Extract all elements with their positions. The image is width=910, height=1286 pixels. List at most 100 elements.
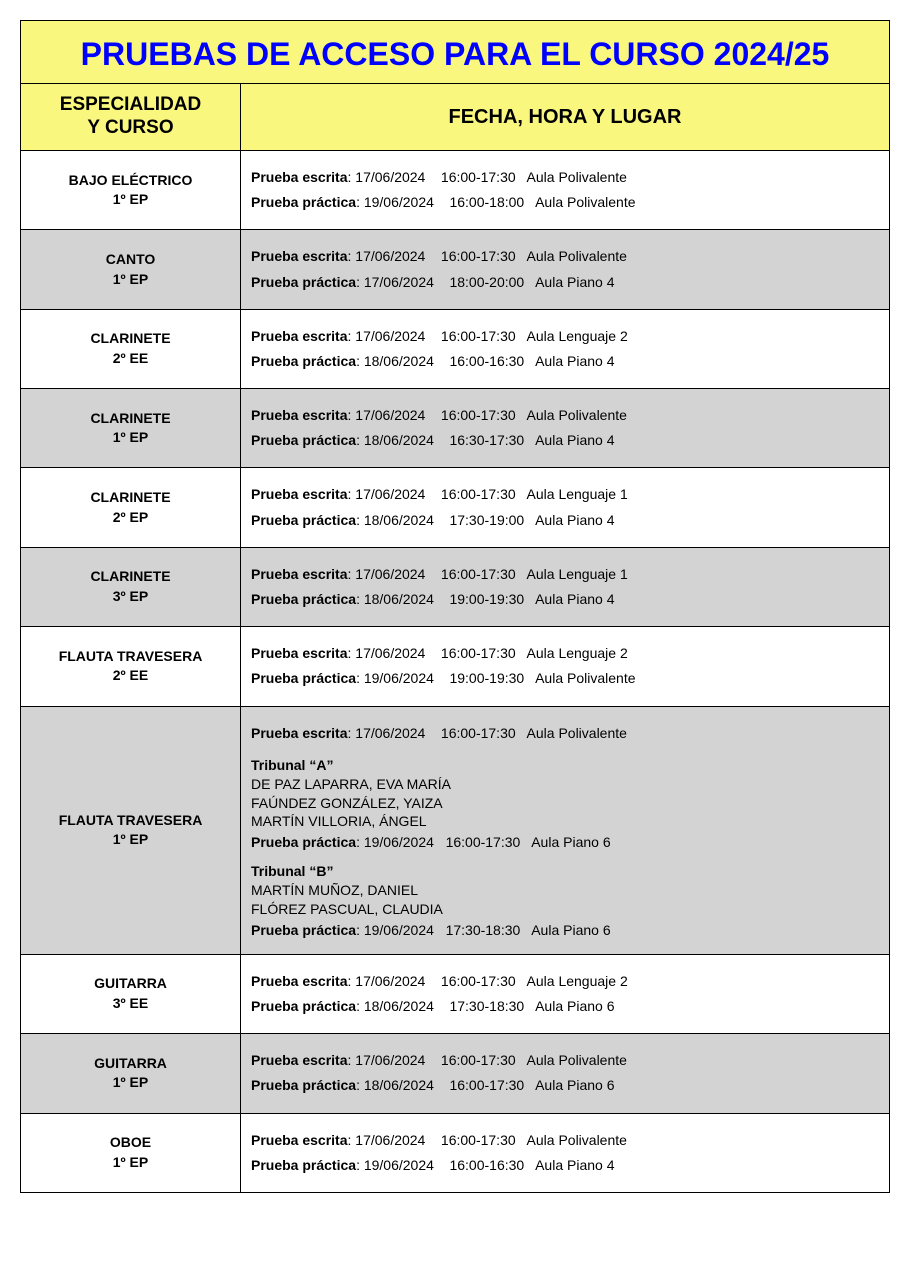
exam-label: Prueba práctica: [251, 591, 356, 607]
exam-line: Prueba práctica: 19/06/2024 19:00-19:30 …: [251, 666, 879, 691]
exam-line: Prueba escrita: 17/06/2024 16:00-17:30 A…: [251, 165, 879, 190]
detail-cell: Prueba escrita: 17/06/2024 16:00-17:30 A…: [241, 389, 890, 468]
table-row: CLARINETE 1º EP Prueba escrita: 17/06/2024…: [21, 389, 890, 468]
exam-label: Prueba práctica: [251, 353, 356, 369]
tribunal-member: FAÚNDEZ GONZÁLEZ, YAIZA: [251, 794, 879, 813]
specialty-course: 1º EP: [113, 1074, 148, 1090]
specialty-cell: GUITARRA 1º EP: [21, 1034, 241, 1113]
specialty-cell: CLARINETE 2º EP: [21, 468, 241, 547]
tribunal-member: FLÓREZ PASCUAL, CLAUDIA: [251, 900, 879, 919]
exam-line: Prueba escrita: 17/06/2024 16:00-17:30 A…: [251, 482, 879, 507]
specialty-course: 2º EP: [113, 509, 148, 525]
detail-cell: Prueba escrita: 17/06/2024 16:00-17:30 A…: [241, 1034, 890, 1113]
specialty-course: 1º EP: [113, 191, 148, 207]
specialty-course: 1º EP: [113, 271, 148, 287]
specialty-name: FLAUTA TRAVESERA: [59, 812, 203, 828]
exam-label: Prueba práctica: [251, 670, 356, 686]
exam-line: Prueba escrita: 17/06/2024 16:00-17:30 A…: [251, 1048, 879, 1073]
exam-line: Prueba práctica: 18/06/2024 16:30-17:30 …: [251, 428, 879, 453]
tribunal-member: DE PAZ LAPARRA, EVA MARÍA: [251, 775, 879, 794]
table-row: GUITARRA 1º EP Prueba escrita: 17/06/2024 …: [21, 1034, 890, 1113]
exam-line: Prueba práctica: 19/06/2024 17:30-18:30 …: [251, 921, 879, 940]
exam-label: Prueba escrita: [251, 1052, 348, 1068]
exam-line: Prueba práctica: 18/06/2024 16:00-17:30 …: [251, 1073, 879, 1098]
detail-cell: Prueba escrita: 17/06/2024 16:00-17:30 A…: [241, 468, 890, 547]
exam-label: Prueba práctica: [251, 512, 356, 528]
tribunal-block: Tribunal “B” MARTÍN MUÑOZ, DANIELFLÓREZ P…: [251, 862, 879, 940]
exam-line: Prueba práctica: 19/06/2024 16:00-16:30 …: [251, 1153, 879, 1178]
specialty-name: CLARINETE: [90, 489, 170, 505]
tribunal-member: MARTÍN VILLORIA, ÁNGEL: [251, 812, 879, 831]
tribunal-member: MARTÍN MUÑOZ, DANIEL: [251, 881, 879, 900]
table-row: GUITARRA 3º EE Prueba escrita: 17/06/2024 …: [21, 954, 890, 1033]
specialty-name: CLARINETE: [90, 568, 170, 584]
exam-line: Prueba práctica: 18/06/2024 17:30-19:00 …: [251, 508, 879, 533]
exam-label: Prueba práctica: [251, 1157, 356, 1173]
table-row: CANTO 1º EP Prueba escrita: 17/06/2024 16:…: [21, 230, 890, 309]
specialty-name: CLARINETE: [90, 410, 170, 426]
detail-cell: Prueba escrita: 17/06/2024 16:00-17:30 A…: [241, 627, 890, 706]
exam-line: Prueba escrita: 17/06/2024 16:00-17:30 A…: [251, 562, 879, 587]
exam-label: Prueba escrita: [251, 973, 348, 989]
exam-line: Prueba escrita: 17/06/2024 16:00-17:30 A…: [251, 721, 879, 746]
header-details: FECHA, HORA Y LUGAR: [241, 84, 890, 151]
exam-label: Prueba práctica: [251, 922, 356, 938]
table-row: FLAUTA TRAVESERA 2º EE Prueba escrita: 17/…: [21, 627, 890, 706]
header-specialty: ESPECIALIDADY CURSO: [21, 84, 241, 151]
specialty-name: CLARINETE: [90, 330, 170, 346]
specialty-cell: CLARINETE 1º EP: [21, 389, 241, 468]
exam-line: Prueba práctica: 18/06/2024 19:00-19:30 …: [251, 587, 879, 612]
exam-label: Prueba práctica: [251, 432, 356, 448]
exam-label: Prueba práctica: [251, 194, 356, 210]
exam-line: Prueba escrita: 17/06/2024 16:00-17:30 A…: [251, 244, 879, 269]
detail-cell: Prueba escrita: 17/06/2024 16:00-17:30 A…: [241, 150, 890, 229]
specialty-name: BAJO ELÉCTRICO: [69, 172, 193, 188]
table-row: BAJO ELÉCTRICO 1º EP Prueba escrita: 17/06…: [21, 150, 890, 229]
exam-line: Prueba escrita: 17/06/2024 16:00-17:30 A…: [251, 1128, 879, 1153]
exam-line: Prueba práctica: 18/06/2024 17:30-18:30 …: [251, 994, 879, 1019]
specialty-course: 1º EP: [113, 831, 148, 847]
exam-label: Prueba escrita: [251, 407, 348, 423]
specialty-course: 3º EP: [113, 588, 148, 604]
specialty-name: CANTO: [106, 251, 156, 267]
exam-line: Prueba práctica: 17/06/2024 18:00-20:00 …: [251, 270, 879, 295]
exam-line: Prueba práctica: 19/06/2024 16:00-17:30 …: [251, 833, 879, 852]
exam-label: Prueba práctica: [251, 1077, 356, 1093]
specialty-course: 2º EE: [113, 667, 148, 683]
detail-cell: Prueba escrita: 17/06/2024 16:00-17:30 A…: [241, 309, 890, 388]
specialty-name: GUITARRA: [94, 1055, 167, 1071]
exam-label: Prueba escrita: [251, 1132, 348, 1148]
specialty-course: 3º EE: [113, 995, 148, 1011]
schedule-table: PRUEBAS DE ACCESO PARA EL CURSO 2024/25 …: [20, 20, 890, 1193]
exam-label: Prueba escrita: [251, 248, 348, 264]
exam-label: Prueba escrita: [251, 169, 348, 185]
specialty-name: OBOE: [110, 1134, 151, 1150]
tribunal-block: Tribunal “A” DE PAZ LAPARRA, EVA MARÍAFAÚ…: [251, 756, 879, 852]
specialty-name: FLAUTA TRAVESERA: [59, 648, 203, 664]
table-row: CLARINETE 2º EP Prueba escrita: 17/06/2024…: [21, 468, 890, 547]
detail-cell: Prueba escrita: 17/06/2024 16:00-17:30 A…: [241, 230, 890, 309]
page-title: PRUEBAS DE ACCESO PARA EL CURSO 2024/25: [21, 21, 890, 84]
specialty-cell: GUITARRA 3º EE: [21, 954, 241, 1033]
exam-line: Prueba escrita: 17/06/2024 16:00-17:30 A…: [251, 969, 879, 994]
specialty-cell: BAJO ELÉCTRICO 1º EP: [21, 150, 241, 229]
exam-label: Prueba escrita: [251, 566, 348, 582]
exam-label: Prueba práctica: [251, 998, 356, 1014]
tribunal-title: Tribunal “A”: [251, 757, 333, 773]
specialty-cell: CLARINETE 2º EE: [21, 309, 241, 388]
specialty-course: 1º EP: [113, 429, 148, 445]
tribunal-title: Tribunal “B”: [251, 863, 333, 879]
detail-cell: Prueba escrita: 17/06/2024 16:00-17:30 A…: [241, 1113, 890, 1192]
exam-label: Prueba práctica: [251, 834, 356, 850]
specialty-cell: OBOE 1º EP: [21, 1113, 241, 1192]
specialty-course: 1º EP: [113, 1154, 148, 1170]
exam-label: Prueba escrita: [251, 328, 348, 344]
exam-line: Prueba escrita: 17/06/2024 16:00-17:30 A…: [251, 641, 879, 666]
detail-cell: Prueba escrita: 17/06/2024 16:00-17:30 A…: [241, 954, 890, 1033]
specialty-cell: CLARINETE 3º EP: [21, 547, 241, 626]
table-row: CLARINETE 3º EP Prueba escrita: 17/06/2024…: [21, 547, 890, 626]
exam-label: Prueba escrita: [251, 645, 348, 661]
specialty-name: GUITARRA: [94, 975, 167, 991]
exam-line: Prueba práctica: 19/06/2024 16:00-18:00 …: [251, 190, 879, 215]
specialty-course: 2º EE: [113, 350, 148, 366]
